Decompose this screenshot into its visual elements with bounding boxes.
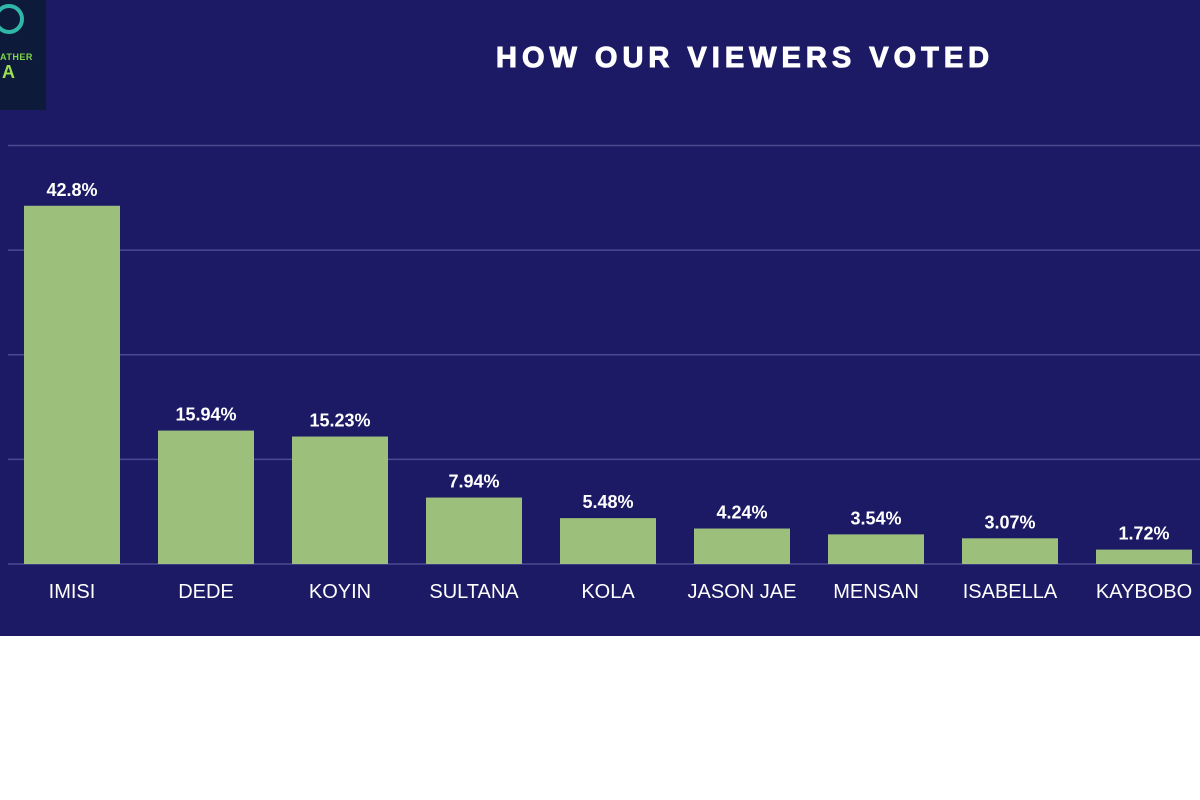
bar-kola [560, 518, 656, 564]
chart-panel: ATHER A HOW OUR VIEWERS VOTED 42.8% IMISI… [0, 0, 1200, 636]
bar-dede [158, 430, 254, 564]
x-tick-label: IMISI [49, 581, 96, 603]
x-tick-label: KOLA [581, 581, 635, 603]
data-label: 3.07% [984, 512, 1035, 532]
show-logo: ATHER A [0, 0, 46, 110]
logo-eye-icon [0, 4, 24, 34]
x-tick-label: SULTANA [429, 581, 519, 603]
data-label: 1.72% [1118, 524, 1169, 544]
bar-sultana [426, 497, 522, 564]
bar-kaybobo [1096, 549, 1192, 564]
bar-imisi [24, 205, 120, 564]
data-label: 5.48% [582, 492, 633, 512]
chart-title: HOW OUR VIEWERS VOTED [495, 42, 995, 75]
bar-chart: 42.8% IMISI 15.94% DEDE 15.23% KOYIN 7.94% SULT… [8, 144, 1200, 603]
x-tick-label: JASON JAE [688, 581, 797, 603]
x-tick-label: ISABELLA [963, 581, 1058, 603]
x-tick-label: KAYBOBO [1096, 581, 1192, 603]
logo-text-line2: A [2, 62, 15, 82]
data-label: 3.54% [850, 508, 901, 528]
bar-mensan [828, 534, 924, 564]
x-tick-label: KOYIN [309, 581, 371, 603]
bar-isabella [962, 538, 1058, 564]
x-tick-label: MENSAN [833, 581, 919, 603]
bar-koyin [292, 436, 388, 564]
data-label: 42.8% [46, 180, 97, 200]
bar-jason-jae [694, 528, 790, 564]
data-label: 4.24% [716, 503, 767, 523]
data-label: 15.23% [309, 411, 370, 431]
data-label: 7.94% [448, 472, 499, 492]
data-label: 15.94% [175, 405, 236, 425]
logo-text-line1: ATHER [0, 52, 33, 62]
x-tick-label: DEDE [178, 581, 234, 603]
